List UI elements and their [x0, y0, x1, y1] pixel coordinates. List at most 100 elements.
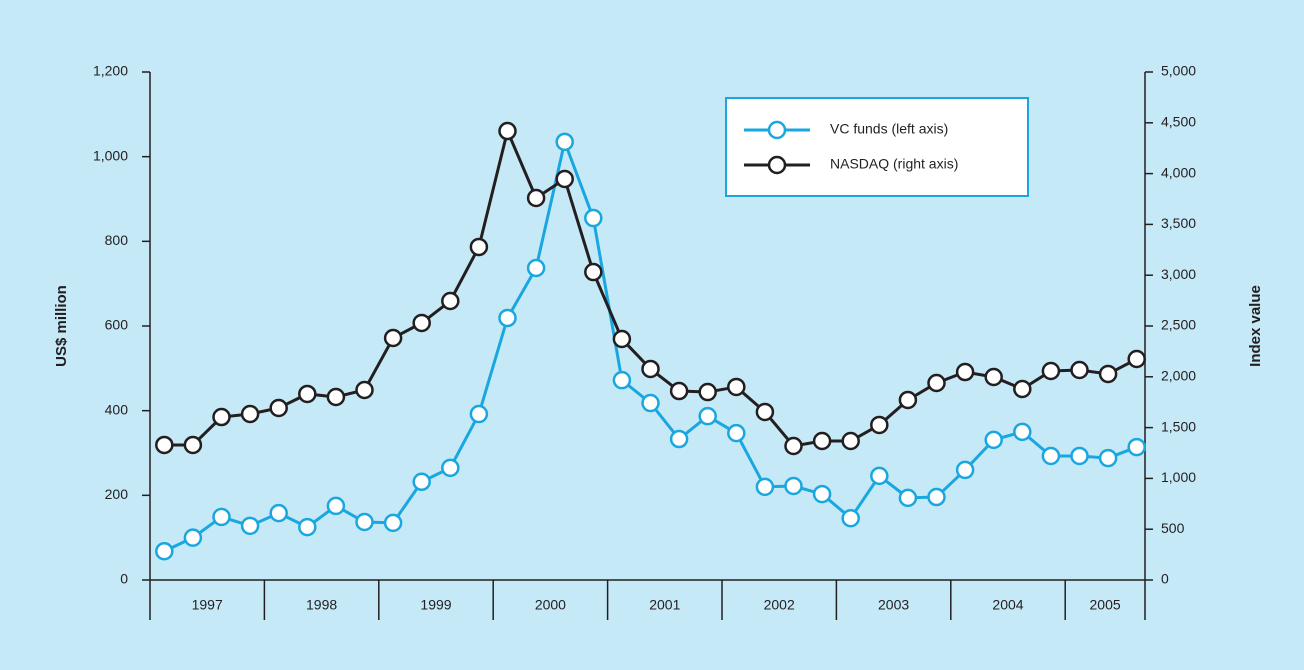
point	[870, 466, 889, 486]
point	[412, 472, 431, 492]
x-tick-label: 2003	[878, 597, 909, 613]
point	[441, 458, 460, 478]
point	[584, 208, 603, 228]
point	[698, 406, 717, 426]
point	[155, 541, 174, 561]
point	[183, 435, 203, 455]
point	[155, 435, 174, 455]
point	[212, 507, 231, 527]
x-tick-label: 1997	[192, 597, 223, 613]
y2-tick-label: 500	[1161, 520, 1185, 536]
point	[784, 476, 803, 496]
point	[812, 431, 832, 451]
point	[212, 407, 231, 427]
legend-box	[725, 97, 1029, 197]
point	[526, 258, 546, 278]
point	[1127, 349, 1146, 369]
x-tick-label: 2001	[649, 597, 680, 613]
point	[984, 430, 1003, 450]
point	[1013, 422, 1032, 442]
y2-tick-label: 1,500	[1161, 418, 1196, 434]
point	[755, 402, 775, 422]
y2-tick-label: 3,000	[1161, 266, 1196, 282]
point	[812, 484, 832, 504]
point	[1041, 446, 1061, 466]
point	[355, 512, 374, 532]
x-tick-label: 2004	[992, 597, 1023, 613]
point	[469, 404, 489, 424]
y-tick-label: 400	[105, 401, 129, 417]
legend-label: VC funds (left axis)	[830, 121, 948, 137]
point	[498, 121, 517, 141]
y-tick-label: 1,000	[93, 147, 128, 163]
point	[441, 291, 460, 311]
point	[269, 503, 288, 523]
point	[240, 516, 260, 536]
y-tick-label: 600	[105, 317, 129, 333]
y2-tick-label: 2,000	[1161, 368, 1196, 384]
y2-tick-label: 3,500	[1161, 215, 1196, 231]
point	[727, 377, 746, 397]
point	[841, 431, 860, 451]
legend-marker	[767, 155, 787, 175]
legend-marker	[767, 120, 787, 140]
point	[898, 390, 918, 410]
point	[641, 393, 660, 413]
y2-tick-label: 4,000	[1161, 164, 1196, 180]
y2-tick-label: 0	[1161, 571, 1169, 587]
point	[355, 380, 374, 400]
point	[326, 387, 346, 407]
point	[927, 373, 946, 393]
point	[641, 359, 660, 379]
y-tick-label: 0	[120, 571, 128, 587]
point	[927, 487, 946, 507]
point	[1098, 364, 1118, 384]
point	[469, 237, 489, 257]
point	[240, 404, 260, 424]
point	[269, 398, 288, 418]
y2-tick-label: 5,000	[1161, 63, 1196, 79]
point	[183, 528, 203, 547]
point	[526, 188, 546, 208]
x-tick-label: 1998	[306, 597, 337, 613]
point	[898, 488, 918, 508]
y-axis-label: US$ million	[53, 285, 70, 367]
point	[784, 436, 803, 456]
point	[669, 429, 689, 449]
point	[383, 328, 403, 348]
legend-label: NASDAQ (right axis)	[830, 156, 958, 172]
point	[326, 496, 346, 516]
x-tick-label: 1999	[420, 597, 451, 613]
x-tick-label: 2000	[535, 597, 566, 613]
point	[841, 508, 860, 528]
point	[612, 329, 632, 349]
point	[612, 370, 632, 390]
y2-tick-label: 4,500	[1161, 114, 1196, 130]
point	[584, 262, 603, 282]
point	[1070, 446, 1089, 466]
y-tick-label: 800	[105, 232, 129, 248]
point	[298, 517, 317, 537]
point	[870, 415, 889, 435]
point	[669, 381, 689, 401]
x-tick-label: 2002	[764, 597, 795, 613]
y2-axis-label: Index value	[1247, 285, 1264, 367]
y-tick-label: 1,200	[93, 63, 128, 79]
point	[1070, 360, 1089, 380]
point	[1041, 361, 1061, 381]
point	[984, 367, 1003, 387]
y2-tick-label: 2,500	[1161, 317, 1196, 333]
point	[727, 423, 746, 443]
point	[1013, 379, 1032, 399]
point	[555, 169, 574, 189]
point	[298, 384, 317, 404]
point	[955, 362, 975, 382]
point	[1127, 437, 1146, 457]
point	[1098, 448, 1118, 468]
point	[555, 132, 574, 152]
y2-tick-label: 1,000	[1161, 469, 1196, 485]
x-tick-label: 2005	[1090, 597, 1121, 613]
